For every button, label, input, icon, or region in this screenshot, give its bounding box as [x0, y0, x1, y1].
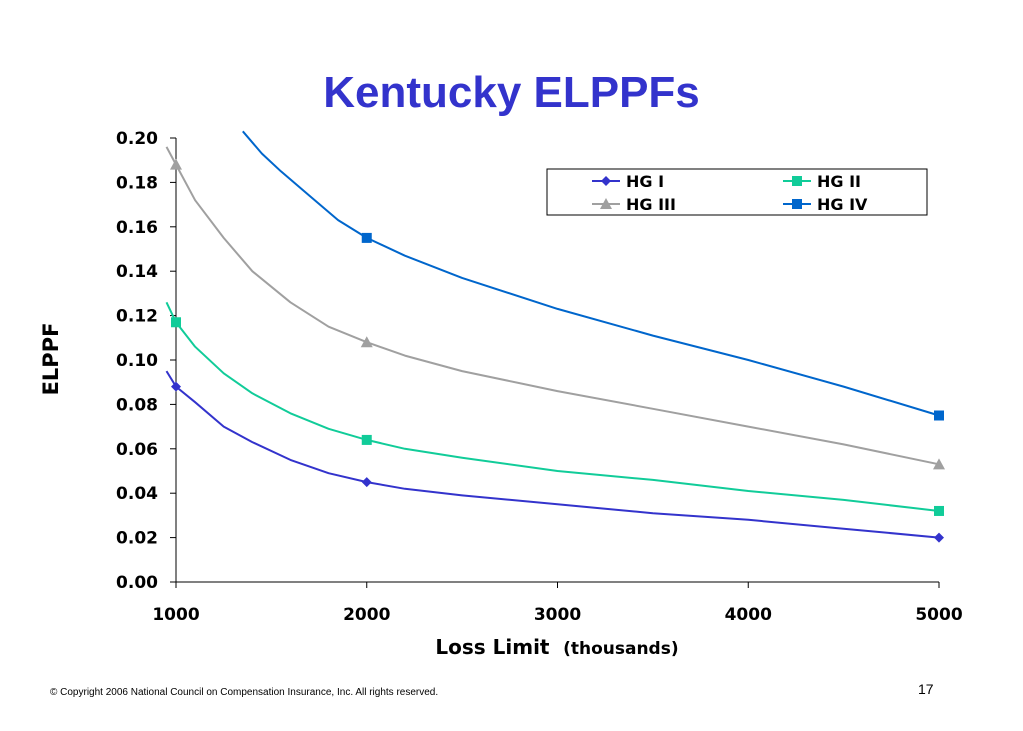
data-point-hg-i	[361, 477, 372, 488]
y-tick-label: 0.10	[116, 351, 158, 371]
data-point-hg-i	[934, 532, 944, 543]
legend-marker-hg-i	[601, 176, 611, 186]
data-point-hg-iii	[360, 336, 373, 348]
chart-axis-labels: ELPPF Loss Limit (thousands)	[39, 323, 679, 659]
x-axis-label: Loss Limit (thousands)	[435, 635, 678, 659]
legend-marker-hg-iii	[600, 198, 612, 209]
y-tick-label: 0.06	[116, 440, 158, 460]
data-point-hg-ii	[934, 505, 944, 516]
data-point-hg-iv	[361, 232, 372, 243]
y-tick-label: 0.18	[116, 173, 158, 193]
chart-series-markers	[170, 158, 945, 543]
series-line-hg-i	[165, 370, 940, 539]
legend-marker-hg-ii	[792, 176, 802, 186]
series-line-hg-iv	[242, 130, 940, 417]
y-tick-label: 0.04	[116, 484, 158, 504]
x-tick-label: 2000	[343, 605, 390, 625]
legend-marker-hg-iv	[792, 199, 802, 209]
y-tick-label: 0.12	[116, 307, 158, 327]
legend-label-hg-iv: HG IV	[817, 195, 868, 214]
legend-label-hg-i: HG I	[626, 172, 664, 191]
x-tick-label: 1000	[152, 605, 199, 625]
y-tick-label: 0.14	[116, 262, 158, 282]
x-tick-label: 5000	[915, 605, 962, 625]
data-point-hg-iii	[933, 458, 945, 470]
y-tick-label: 0.20	[116, 129, 158, 149]
legend-label-hg-iii: HG III	[626, 195, 676, 214]
y-tick-label: 0.08	[116, 395, 158, 415]
data-point-hg-i	[171, 381, 181, 392]
y-tick-label: 0.00	[116, 573, 158, 593]
x-axis-label-main: Loss Limit	[435, 635, 550, 659]
slide-title: Kentucky ELPPFs	[323, 68, 700, 117]
copyright-notice: © Copyright 2006 National Council on Com…	[50, 687, 439, 698]
x-tick-label: 3000	[534, 605, 581, 625]
data-point-hg-iv	[934, 410, 944, 421]
chart-legend: HG I HG II HG III HG IV	[546, 168, 928, 216]
chart-axes	[170, 137, 940, 588]
y-tick-label: 0.16	[116, 218, 158, 238]
page-number: 17	[918, 681, 934, 697]
data-point-hg-ii	[171, 317, 181, 328]
y-axis-label: ELPPF	[39, 323, 63, 396]
data-point-hg-iii	[170, 158, 182, 170]
legend-label-hg-ii: HG II	[817, 172, 861, 191]
series-line-hg-ii	[165, 301, 940, 512]
chart-tick-labels: 0.00 0.02 0.04 0.06 0.08 0.10 0.12 0.14 0.16 0.18…	[116, 129, 963, 625]
y-tick-label: 0.02	[116, 529, 158, 549]
data-point-hg-ii	[361, 434, 372, 445]
x-tick-label: 4000	[725, 605, 772, 625]
x-axis-label-unit: (thousands)	[563, 639, 679, 659]
